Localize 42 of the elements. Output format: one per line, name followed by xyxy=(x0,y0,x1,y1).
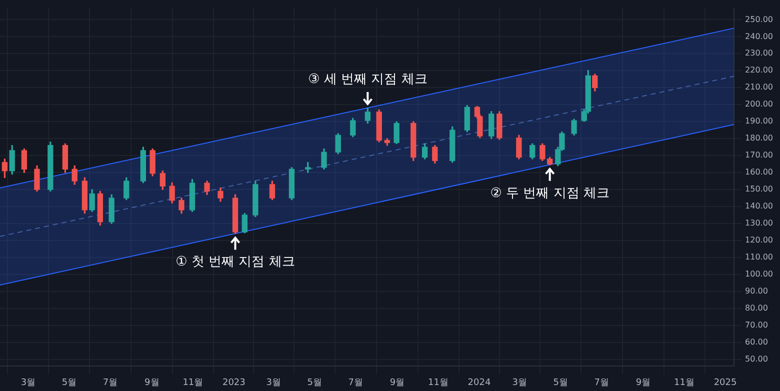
x-tick-label: 9월 xyxy=(144,378,160,388)
y-tick-label: 210.00 xyxy=(745,82,774,92)
x-tick-label: 2024 xyxy=(468,378,491,388)
y-tick-label: 250.00 xyxy=(745,14,774,24)
y-tick-label: 110.00 xyxy=(745,252,774,262)
y-tick-label: 170.00 xyxy=(745,150,774,160)
x-tick-label: 2023 xyxy=(222,378,246,388)
x-tick-label: 5월 xyxy=(307,378,322,388)
x-tick-label: 5월 xyxy=(553,378,568,388)
y-tick-label: 240.00 xyxy=(745,32,774,41)
y-tick-label: 150.00 xyxy=(745,184,774,194)
x-tick-label: 9월 xyxy=(636,378,651,388)
x-tick-label: 11월 xyxy=(428,378,448,388)
y-tick-label: 160.00 xyxy=(745,168,774,177)
y-tick-label: 100.00 xyxy=(745,270,774,279)
y-tick-label: 70.00 xyxy=(745,320,768,330)
y-tick-label: 120.00 xyxy=(745,236,774,245)
x-tick-label: 7월 xyxy=(348,378,363,388)
x-tick-label: 3월 xyxy=(512,378,527,388)
y-tick-label: 50.00 xyxy=(745,354,768,364)
y-tick-label: 180.00 xyxy=(745,134,774,143)
y-tick-label: 220.00 xyxy=(745,66,774,75)
x-tick-label: 9월 xyxy=(390,378,405,388)
annotation: ① 첫 번째 지점 체크 xyxy=(176,254,295,270)
x-tick-label: 3월 xyxy=(20,378,36,388)
x-tick-label: 7월 xyxy=(102,378,118,388)
y-tick-label: 200.00 xyxy=(745,100,774,109)
x-tick-label: 11월 xyxy=(182,378,204,388)
y-tick-label: 140.00 xyxy=(745,202,774,211)
annotation: ③ 세 번째 지점 체크 xyxy=(308,72,428,87)
x-tick-label: 2025 xyxy=(714,378,737,388)
annotation: ② 두 번째 지점 체크 xyxy=(490,186,610,201)
x-tick-label: 11월 xyxy=(674,378,694,388)
y-tick-label: 80.00 xyxy=(745,304,768,313)
x-tick-label: 7월 xyxy=(594,378,609,388)
y-tick-label: 230.00 xyxy=(745,48,774,58)
y-tick-label: 90.00 xyxy=(745,286,768,296)
y-tick-label: 190.00 xyxy=(745,116,774,126)
x-tick-label: 3월 xyxy=(266,378,281,388)
x-tick-label: 5월 xyxy=(62,378,77,388)
y-tick-label: 130.00 xyxy=(745,218,774,228)
y-tick-label: 60.00 xyxy=(745,338,768,346)
